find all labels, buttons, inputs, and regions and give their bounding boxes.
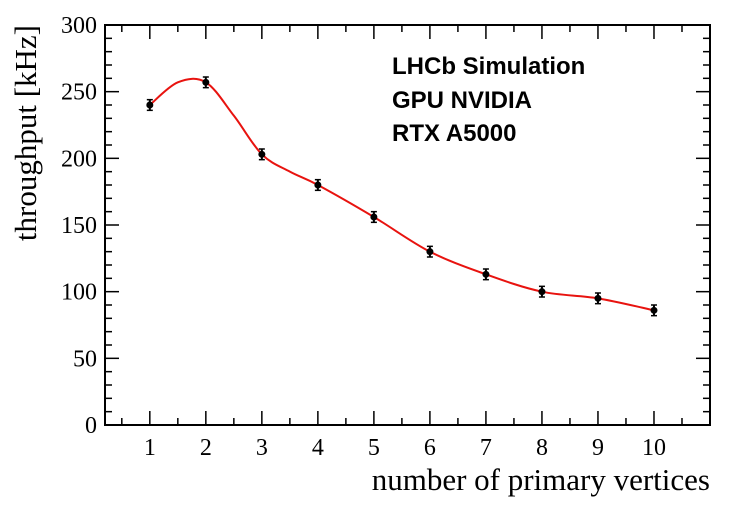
x-tick-label: 8 — [536, 435, 548, 461]
x-tick-label: 7 — [480, 435, 492, 461]
y-tick-label: 0 — [85, 413, 97, 439]
y-axis-title: throughput [kHz] — [8, 25, 43, 241]
data-point — [482, 270, 490, 278]
annotation-line-3: RTX A5000 — [392, 120, 517, 147]
data-point — [426, 248, 434, 256]
x-tick-label: 10 — [642, 435, 666, 461]
x-tick-label: 9 — [592, 435, 604, 461]
data-point — [258, 150, 266, 158]
x-tick-label: 2 — [200, 435, 212, 461]
x-tick-label: 1 — [144, 435, 156, 461]
annotation-line-1: LHCb Simulation — [392, 53, 585, 80]
x-tick-label: 3 — [256, 435, 268, 461]
y-tick-label: 100 — [61, 280, 97, 306]
data-point — [538, 288, 546, 296]
data-point — [202, 78, 210, 86]
data-point — [314, 181, 322, 189]
x-tick-label: 5 — [368, 435, 380, 461]
data-point — [594, 294, 602, 302]
plot-frame — [104, 24, 711, 426]
x-tick-labels: 1 2 3 4 5 6 7 8 9 10 — [144, 435, 666, 461]
annotation-line-2: GPU NVIDIA — [392, 87, 532, 114]
y-tick-label: 150 — [61, 213, 97, 239]
x-tick-label: 4 — [312, 435, 324, 461]
x-axis-title: number of primary vertices — [372, 462, 710, 497]
axis-ticks — [105, 24, 711, 426]
y-tick-labels: 0 50 100 150 200 250 300 — [61, 13, 97, 439]
data-point — [650, 306, 658, 314]
data-point — [146, 101, 154, 109]
data-point — [370, 213, 378, 221]
x-tick-label: 6 — [424, 435, 436, 461]
data-points — [146, 76, 658, 317]
y-tick-label: 250 — [61, 80, 97, 106]
y-tick-label: 300 — [61, 13, 97, 39]
y-tick-label: 200 — [61, 146, 97, 172]
y-tick-label: 50 — [73, 346, 97, 372]
